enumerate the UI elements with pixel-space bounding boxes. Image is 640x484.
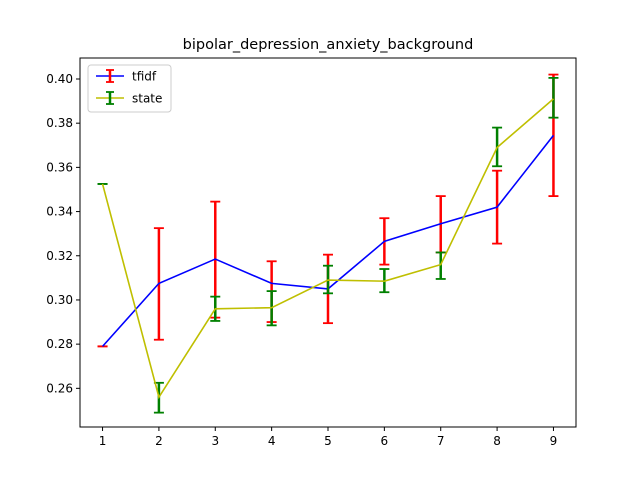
y-tick-label: 0.30 bbox=[46, 293, 73, 307]
x-tick-label: 4 bbox=[268, 434, 276, 448]
x-tick-label: 8 bbox=[493, 434, 501, 448]
x-tick-label: 3 bbox=[211, 434, 219, 448]
y-tick-label: 0.26 bbox=[46, 381, 73, 395]
series-state bbox=[97, 76, 559, 414]
legend-label-tfidf: tfidf bbox=[132, 70, 157, 84]
y-tick-label: 0.34 bbox=[46, 205, 73, 219]
y-tick-label: 0.32 bbox=[46, 249, 73, 263]
x-tick-label: 6 bbox=[381, 434, 389, 448]
x-tick-label: 5 bbox=[324, 434, 332, 448]
y-tick-label: 0.40 bbox=[46, 72, 73, 86]
x-tick-label: 2 bbox=[155, 434, 163, 448]
line-state bbox=[101, 98, 554, 400]
axes: 1 2 3 4 5 6 7 8 9 0.26 0.28 0.30 0.32 0.34 0.36 0.38 0.4… bbox=[46, 72, 557, 448]
y-tick-label: 0.38 bbox=[46, 116, 73, 130]
legend: tfidf state bbox=[87, 64, 172, 113]
chart-title: bipolar_depression_anxiety_background bbox=[183, 37, 474, 53]
y-tick-label: 0.36 bbox=[46, 160, 73, 174]
series-layer bbox=[97, 73, 559, 414]
legend-label-state: state bbox=[132, 92, 162, 106]
x-tick-label: 1 bbox=[99, 434, 107, 448]
x-tick-label: 9 bbox=[550, 434, 558, 448]
x-tick-label: 7 bbox=[437, 434, 445, 448]
y-tick-label: 0.28 bbox=[46, 337, 73, 351]
